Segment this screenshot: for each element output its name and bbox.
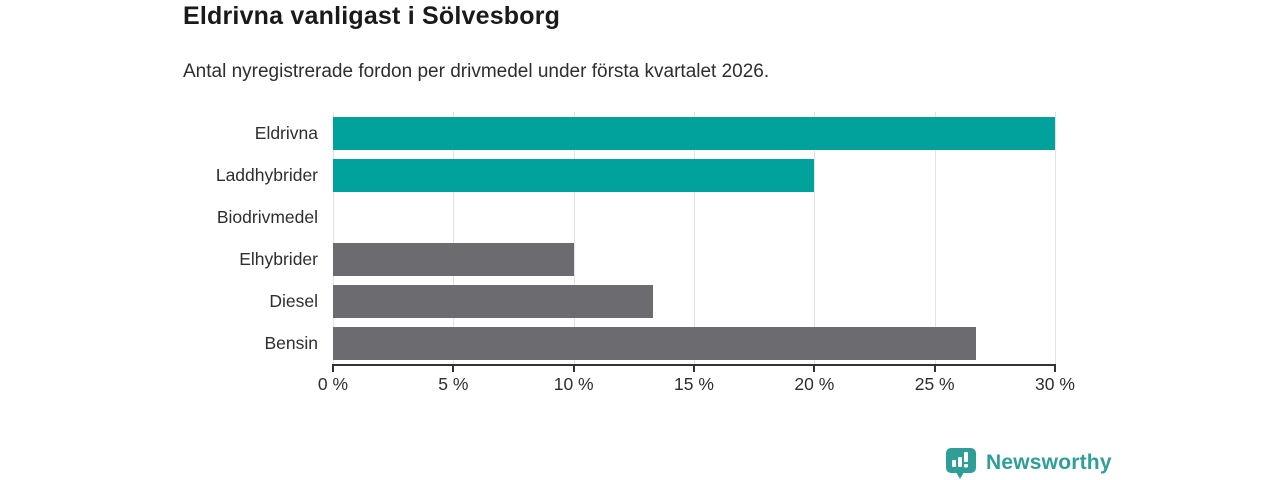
bar-elhybrider [333, 243, 574, 277]
tick-label-0: 0 % [317, 374, 349, 394]
category-label-elhybrider: Elhybrider [239, 249, 318, 270]
bar-diesel [333, 285, 654, 319]
gridline-10% [573, 112, 575, 365]
bar-laddhybrider [333, 158, 815, 192]
y-axis-labels: Eldrivna Laddhybrider Biodrivmedel Elhybrid… [0, 112, 318, 365]
bar-rows [333, 112, 1055, 365]
category-label-laddhybrider: Laddhybrider [215, 164, 318, 185]
brand-name: Newsworthy [986, 451, 1112, 474]
category-label-diesel: Diesel [269, 291, 318, 312]
gridline-5% [453, 112, 455, 365]
category-label-eldrivna: Eldrivna [254, 122, 318, 143]
bar-row-biodrivmedel [333, 196, 1055, 238]
bar-row-eldrivna [333, 112, 1055, 154]
tick-label-20: 20 % [794, 374, 835, 394]
tick-mark-20 [813, 366, 816, 372]
bar-bensin [333, 327, 976, 361]
tick-mark-0 [332, 366, 334, 372]
gridline-15% [694, 112, 695, 365]
gridline-25% [934, 112, 936, 365]
x-axis-line [332, 364, 1056, 366]
tick-mark-15 [693, 366, 695, 372]
tick-label-5: 5 % [438, 374, 469, 394]
gridline-20% [814, 112, 816, 365]
tick-label-10: 10 % [553, 374, 594, 394]
bar-eldrivna [333, 116, 1055, 150]
tick-mark-25 [933, 366, 936, 372]
bar-row-elhybrider [333, 239, 1055, 281]
bar-row-laddhybrider [333, 154, 1055, 196]
gridline-30% [1055, 112, 1056, 365]
tick-mark-10 [572, 366, 575, 372]
tick-label-15: 15 % [674, 374, 714, 394]
category-label-bensin: Bensin [264, 333, 318, 354]
plot-area [333, 112, 1056, 365]
bar-row-bensin [333, 323, 1055, 365]
gridline-0% [333, 112, 334, 365]
bar-row-diesel [333, 281, 1055, 323]
tick-mark-30 [1054, 366, 1056, 372]
newsworthy-icon [946, 448, 976, 479]
tick-mark-5 [452, 366, 455, 372]
tick-label-25: 25 % [914, 374, 955, 394]
chart-subtitle: Antal nyregistrerade fordon per drivmede… [183, 61, 770, 82]
tick-label-30: 30 % [1035, 374, 1075, 394]
page-title: Eldrivna vanligast i Sölvesborg [183, 2, 561, 30]
category-label-biodrivmedel: Biodrivmedel [216, 206, 318, 227]
brand-logo: Newsworthy [944, 446, 1112, 480]
